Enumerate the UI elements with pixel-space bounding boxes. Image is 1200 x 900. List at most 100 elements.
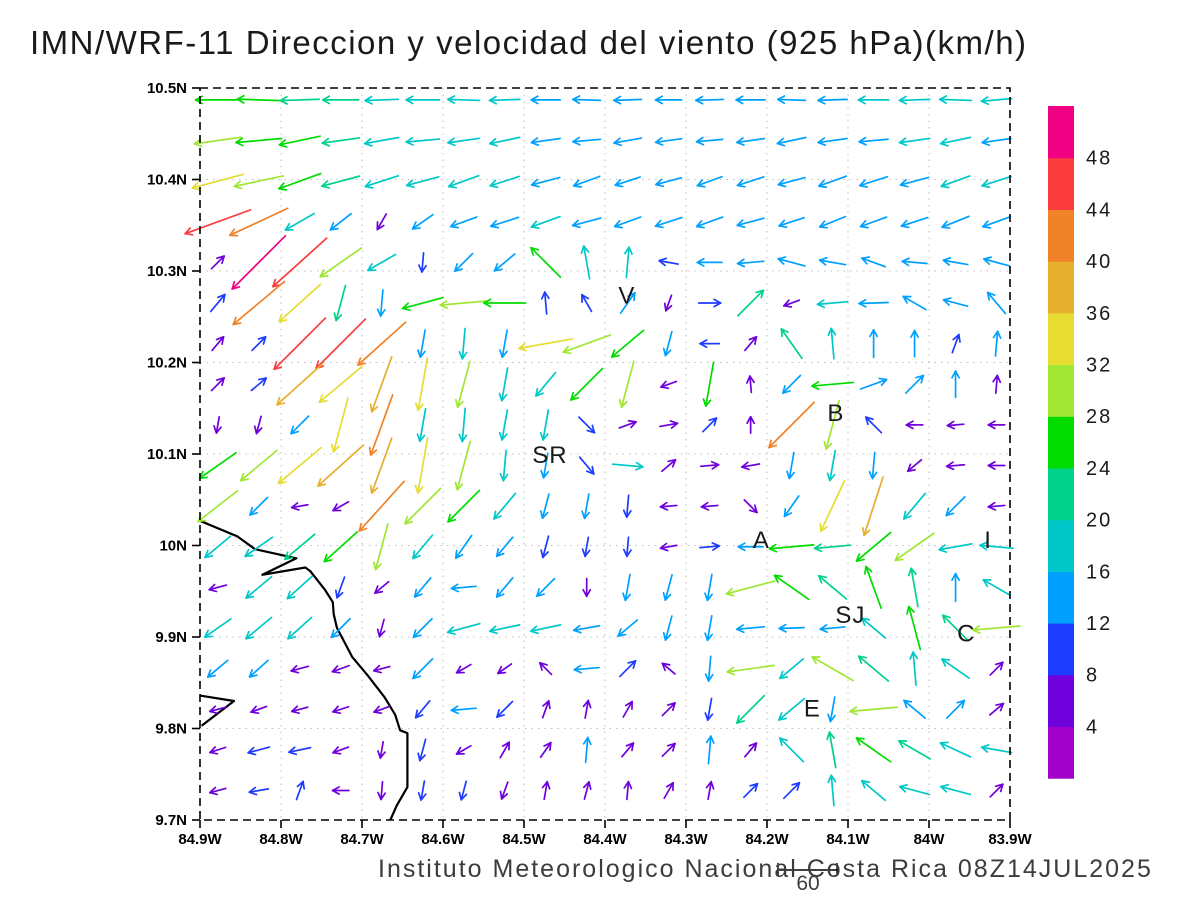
wind-vector [736, 624, 766, 634]
wind-vector [661, 662, 676, 675]
wind-vector [376, 618, 386, 638]
wind-vector [530, 215, 561, 229]
colorbar-segment [1048, 674, 1074, 727]
wind-vector [578, 416, 596, 434]
wind-vector [530, 137, 561, 147]
wind-vector [278, 135, 321, 148]
wind-vector [736, 217, 765, 228]
wind-vector [498, 409, 509, 441]
wind-vector [859, 216, 888, 229]
wind-vector [330, 617, 351, 639]
wind-vector [827, 696, 836, 723]
wind-vector [562, 334, 612, 355]
wind-vector [900, 216, 929, 229]
wind-vector [695, 216, 724, 229]
wind-vector [704, 614, 714, 642]
colorbar-segment [1048, 106, 1074, 159]
station-label-i: I [984, 527, 992, 554]
wind-vector [817, 137, 848, 147]
wind-vector [373, 705, 391, 715]
wind-vector [621, 742, 635, 758]
wind-vector [618, 360, 635, 408]
wind-vector [813, 543, 852, 553]
wind-vector [899, 783, 931, 796]
wind-vector [447, 174, 480, 189]
wind-vector [902, 295, 927, 311]
wind-vector [622, 494, 632, 518]
wind-vector [859, 377, 888, 390]
wind-vector [861, 256, 887, 268]
wind-vector [184, 209, 252, 236]
wind-vector [972, 625, 1021, 634]
x-axis-label: 84.2W [745, 831, 789, 848]
wind-vector [980, 744, 1013, 754]
station-label-c: C [957, 620, 975, 647]
wind-vector [417, 329, 426, 359]
wind-vector [941, 215, 970, 229]
wind-vector [439, 300, 489, 309]
wind-vector [659, 420, 679, 429]
wind-vector [899, 176, 930, 188]
x-axis-label: 84.6W [421, 831, 465, 848]
wind-vector [611, 461, 644, 471]
wind-vector [704, 697, 714, 721]
wind-vector [826, 449, 837, 482]
wind-vector [903, 492, 927, 520]
wind-vector [989, 783, 1004, 798]
wind-vector [858, 136, 889, 146]
wind-vector [412, 617, 433, 639]
y-axis-label: 10.1N [147, 446, 187, 463]
wind-vector [818, 256, 847, 266]
wind-vector [855, 737, 892, 763]
wind-vector [663, 294, 673, 312]
wind-vector [942, 297, 969, 308]
wind-vector [198, 451, 237, 480]
y-axis-label: 10.4N [147, 172, 187, 189]
wind-vector [541, 700, 551, 719]
wind-vector [197, 489, 239, 523]
wind-vector [376, 213, 388, 231]
wind-vector [695, 95, 725, 105]
wind-vector [861, 617, 887, 639]
wind-vector [938, 95, 973, 105]
wind-vector [248, 786, 270, 796]
wind-vector [413, 577, 432, 598]
wind-vector [414, 700, 431, 719]
wind-vector [614, 176, 641, 188]
wind-vector [332, 500, 350, 512]
wind-vector [414, 437, 429, 494]
wind-vector [940, 783, 972, 796]
wind-vector [233, 175, 285, 190]
wind-vector [450, 705, 477, 715]
wind-vector [333, 284, 347, 322]
wind-vector [450, 583, 477, 593]
wind-vector [659, 501, 678, 511]
wind-vector [987, 420, 1006, 430]
y-axis-label: 9.8N [155, 721, 187, 738]
wind-vector [726, 664, 775, 676]
plot-frame [199, 87, 1011, 821]
wind-vector [946, 420, 965, 430]
wind-vector [779, 737, 805, 763]
wind-vector [572, 624, 601, 634]
wind-vector [987, 501, 1006, 511]
wind-vector [529, 624, 562, 635]
wind-vector [619, 292, 636, 315]
wind-vector [989, 661, 1004, 676]
wind-vector [540, 535, 550, 559]
wind-vector [823, 399, 840, 450]
colorbar-label: 32 [1086, 355, 1112, 377]
wind-vector [582, 781, 592, 800]
wind-vector [777, 176, 806, 188]
wind-vector [945, 496, 966, 517]
colorbar-segment [1048, 416, 1074, 469]
wind-vector [206, 659, 229, 678]
wind-vector [405, 176, 440, 189]
wind-vector [660, 380, 678, 390]
wind-vector [416, 407, 427, 443]
wind-vector [660, 458, 677, 473]
wind-vector [617, 619, 639, 637]
wind-vector [622, 573, 631, 602]
wind-vector [743, 499, 758, 514]
